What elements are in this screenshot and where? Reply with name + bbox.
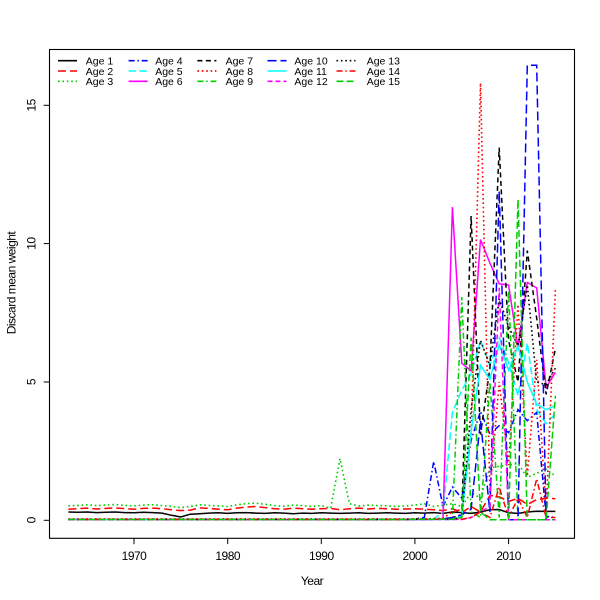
- svg-text:Age 13: Age 13: [367, 56, 400, 68]
- svg-text:1970: 1970: [122, 549, 148, 563]
- svg-text:1980: 1980: [215, 549, 241, 563]
- svg-text:0: 0: [25, 516, 39, 523]
- svg-text:Age 5: Age 5: [155, 66, 183, 78]
- svg-text:Age 8: Age 8: [226, 66, 254, 78]
- svg-text:2000: 2000: [403, 549, 429, 563]
- svg-text:Year: Year: [301, 574, 324, 588]
- svg-text:Age 12: Age 12: [294, 76, 327, 88]
- svg-text:Age 14: Age 14: [367, 66, 400, 78]
- svg-text:Age 2: Age 2: [86, 66, 114, 78]
- svg-text:1990: 1990: [309, 549, 335, 563]
- svg-text:10: 10: [25, 237, 39, 250]
- svg-text:Age 4: Age 4: [155, 56, 183, 68]
- svg-text:Age 7: Age 7: [226, 56, 254, 68]
- svg-text:Age 6: Age 6: [155, 76, 183, 88]
- svg-text:Age 15: Age 15: [367, 76, 400, 88]
- svg-text:15: 15: [25, 98, 39, 111]
- svg-text:Age 11: Age 11: [294, 66, 327, 78]
- svg-text:5: 5: [25, 378, 39, 385]
- svg-text:Age 9: Age 9: [226, 76, 254, 88]
- svg-text:Age 1: Age 1: [86, 56, 114, 68]
- svg-text:Discard mean weight: Discard mean weight: [5, 231, 19, 335]
- svg-text:2010: 2010: [496, 549, 522, 563]
- svg-text:Age 3: Age 3: [86, 76, 114, 88]
- svg-text:Age 10: Age 10: [294, 56, 327, 68]
